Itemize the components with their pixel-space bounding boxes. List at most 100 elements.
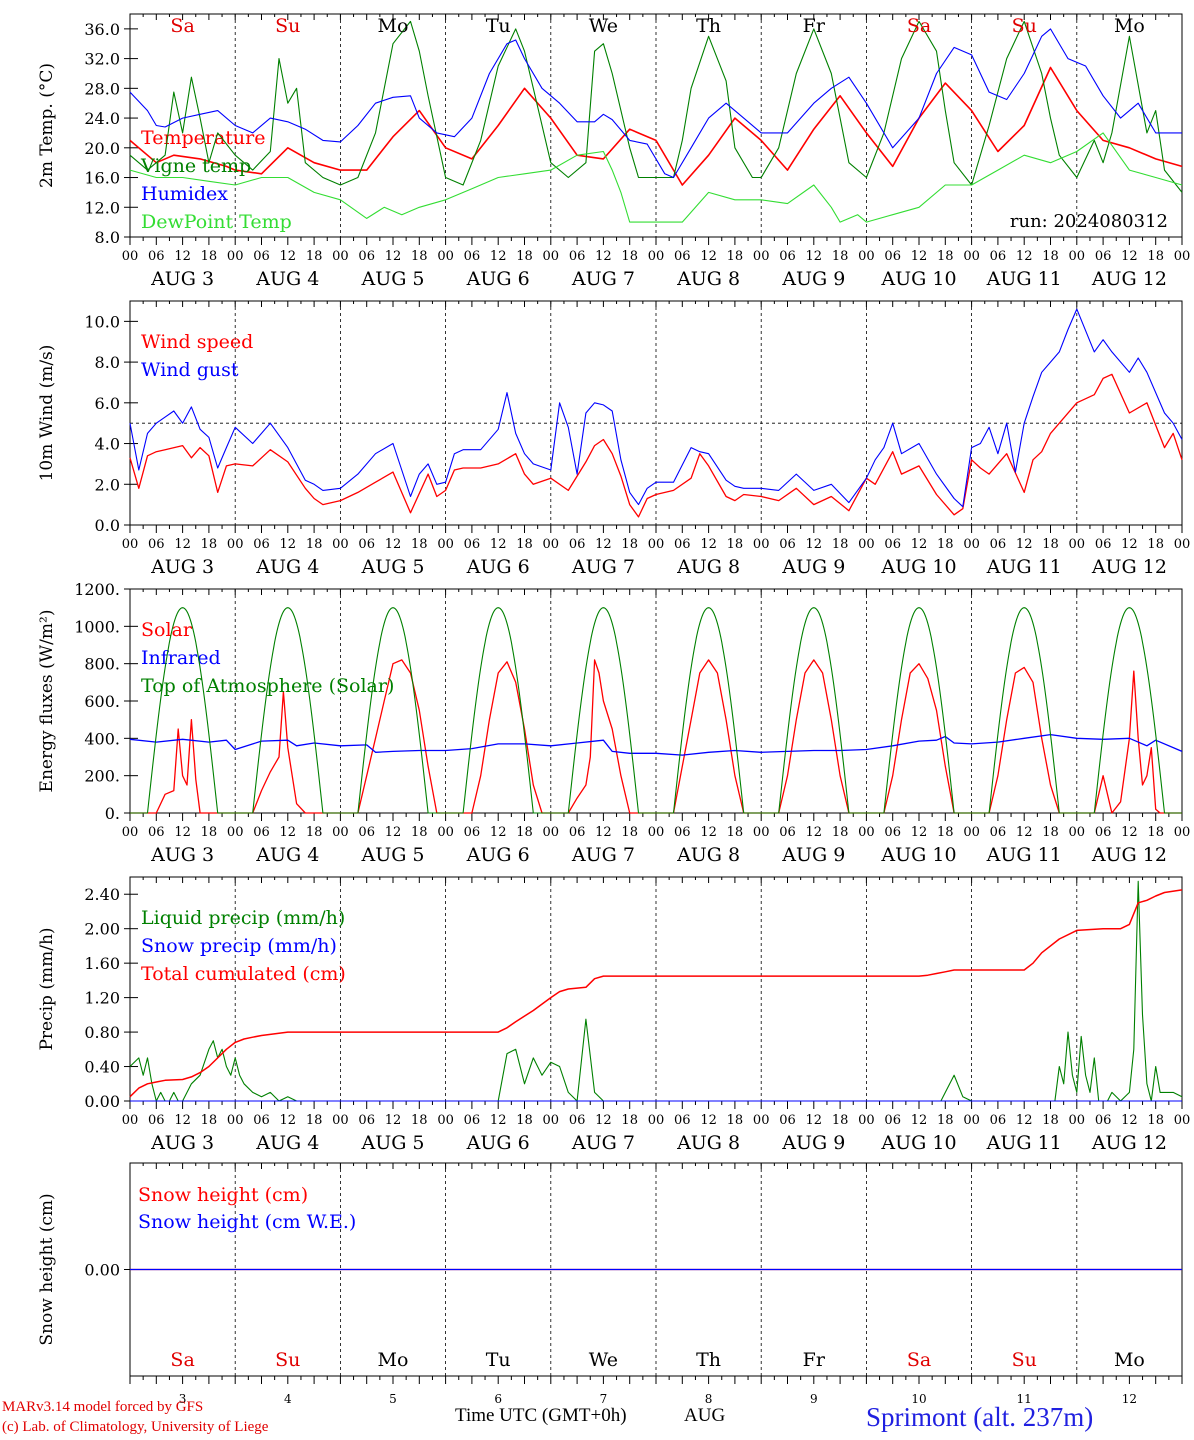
- y-tick-label: 600.: [84, 692, 120, 711]
- hour-label: 12: [385, 825, 402, 840]
- hour-label: 06: [779, 825, 796, 840]
- hour-label: 18: [621, 249, 638, 264]
- hour-label: 12: [595, 249, 612, 264]
- hour-label: 12: [174, 1113, 191, 1128]
- hour-label: 18: [832, 537, 849, 552]
- hour-label: 00: [648, 825, 665, 840]
- date-label: AUG 11: [986, 556, 1062, 578]
- hour-label: 18: [411, 825, 428, 840]
- y-tick-label: 0.80: [84, 1023, 120, 1042]
- hour-label: 06: [148, 537, 165, 552]
- hour-label: 12: [1016, 249, 1033, 264]
- hour-label: 12: [911, 537, 928, 552]
- hour-label: 12: [806, 537, 823, 552]
- hour-label: 06: [884, 1113, 901, 1128]
- hour-label: 00: [122, 825, 139, 840]
- legend-entry: Top of Atmosphere (Solar): [141, 675, 394, 697]
- date-label: 12: [1122, 1392, 1137, 1406]
- hour-label: 18: [201, 1113, 218, 1128]
- weekday-label-top: Th: [696, 15, 721, 37]
- hour-label: 00: [437, 1113, 454, 1128]
- hour-label: 00: [332, 249, 349, 264]
- hour-label: 00: [963, 249, 980, 264]
- weekday-label-bottom: Sa: [907, 1349, 931, 1371]
- date-label: AUG 4: [255, 844, 319, 866]
- legend-entry: Wind speed: [141, 331, 253, 353]
- series-line-total-cumulated-cm-: [129, 889, 1183, 1098]
- date-label: AUG 6: [466, 268, 530, 290]
- hour-label: 06: [884, 825, 901, 840]
- weekday-label-bottom: We: [589, 1349, 618, 1371]
- hour-label: 06: [358, 825, 375, 840]
- date-label: AUG 6: [466, 556, 530, 578]
- date-label: AUG 12: [1091, 1132, 1167, 1154]
- hour-label: 12: [490, 249, 507, 264]
- hour-label: 12: [385, 249, 402, 264]
- y-tick-label: 36.0: [84, 20, 120, 39]
- date-label: AUG 5: [360, 268, 424, 290]
- hour-label: 00: [122, 249, 139, 264]
- date-label: AUG 3: [150, 556, 214, 578]
- legend-entry: Liquid precip (mm/h): [141, 907, 345, 929]
- hour-label: 06: [779, 249, 796, 264]
- y-tick-label: 1.60: [84, 954, 120, 973]
- hour-label: 06: [1095, 825, 1112, 840]
- legend-entry: Humidex: [141, 183, 228, 205]
- hour-label: 12: [1016, 825, 1033, 840]
- hour-label: 18: [1147, 825, 1164, 840]
- hour-label: 06: [990, 537, 1007, 552]
- weekday-label-top: Mo: [378, 15, 409, 37]
- date-label: AUG 9: [781, 1132, 845, 1154]
- date-label: AUG 10: [880, 844, 956, 866]
- date-label: AUG 10: [880, 268, 956, 290]
- date-label: AUG 7: [571, 844, 635, 866]
- y-tick-label: 32.0: [84, 50, 120, 69]
- hour-label: 18: [937, 537, 954, 552]
- hour-label: 18: [1042, 537, 1059, 552]
- hour-label: 06: [569, 825, 586, 840]
- date-label: AUG 5: [360, 1132, 424, 1154]
- date-label: AUG 11: [986, 268, 1062, 290]
- y-tick-label: 400.: [84, 729, 120, 748]
- hour-label: 06: [884, 249, 901, 264]
- hour-label: 00: [227, 1113, 244, 1128]
- hour-label: 12: [280, 1113, 297, 1128]
- hour-label: 12: [1121, 537, 1138, 552]
- hour-label: 18: [516, 249, 533, 264]
- hour-label: 06: [674, 825, 691, 840]
- legend-entry: Infrared: [141, 647, 221, 669]
- hour-label: 12: [1016, 1113, 1033, 1128]
- date-label: AUG 10: [880, 556, 956, 578]
- hour-label: 12: [385, 1113, 402, 1128]
- hour-label: 12: [700, 249, 717, 264]
- y-tick-label: 0.: [105, 804, 120, 823]
- hour-label: 06: [569, 1113, 586, 1128]
- y-tick-label: 6.0: [95, 394, 120, 413]
- hour-label: 00: [963, 1113, 980, 1128]
- hour-label: 12: [280, 249, 297, 264]
- date-label: AUG 8: [676, 556, 740, 578]
- date-label: AUG 8: [676, 268, 740, 290]
- hour-label: 06: [884, 537, 901, 552]
- hour-label: 18: [1042, 249, 1059, 264]
- hour-label: 06: [148, 825, 165, 840]
- date-label: AUG 10: [880, 1132, 956, 1154]
- date-label: AUG 11: [986, 844, 1062, 866]
- date-label: 10: [911, 1392, 926, 1406]
- hour-label: 00: [1069, 1113, 1086, 1128]
- hour-label: 00: [227, 249, 244, 264]
- hour-label: 06: [464, 1113, 481, 1128]
- hour-label: 06: [674, 537, 691, 552]
- hour-label: 06: [464, 537, 481, 552]
- hour-label: 06: [1095, 1113, 1112, 1128]
- series-line-wind-speed: [129, 373, 1183, 518]
- hour-label: 18: [727, 1113, 744, 1128]
- date-label: AUG 4: [255, 556, 319, 578]
- hour-label: 12: [1016, 537, 1033, 552]
- hour-label: 06: [358, 1113, 375, 1128]
- date-label: AUG 5: [360, 556, 424, 578]
- y-axis-title: 2m Temp. (°C): [37, 63, 57, 188]
- hour-label: 00: [332, 537, 349, 552]
- hour-label: 06: [253, 537, 270, 552]
- y-axis-title: Snow height (cm): [37, 1193, 57, 1345]
